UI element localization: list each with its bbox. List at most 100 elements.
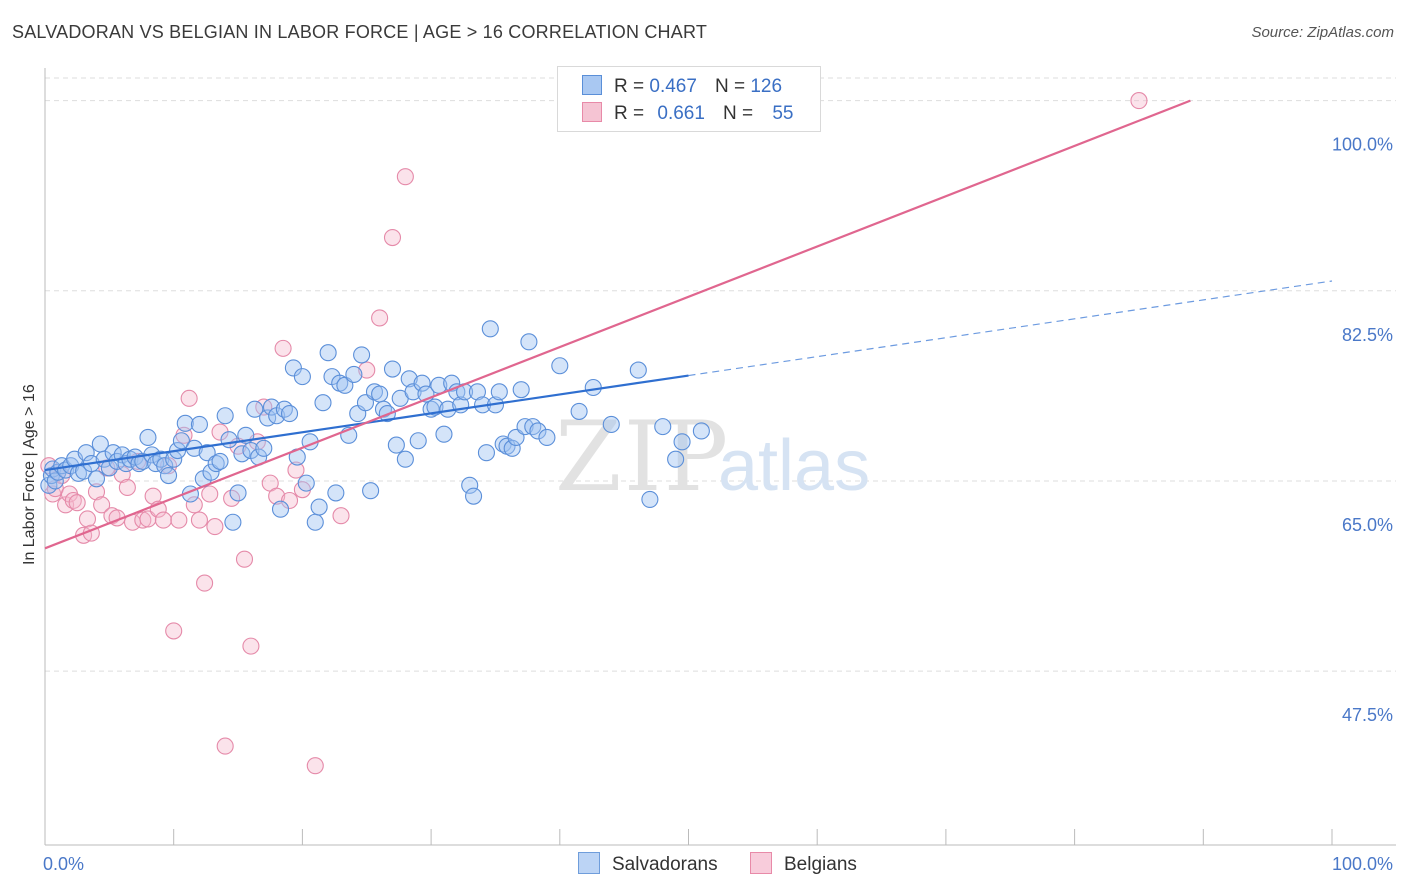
salvadoran-point [667,450,685,468]
legend-r-label: R = [614,76,645,97]
salvadoran-point [310,498,328,516]
salvadoran-point [233,445,251,463]
salvadoran-point [353,346,371,364]
salvadoran-point [692,422,710,440]
belgian-point [190,511,208,529]
salvadoran-point [306,513,324,531]
belgian-point [371,309,389,327]
salvadoran-point [654,418,672,436]
salvadoran-point [280,405,299,423]
belgians-swatch [582,102,602,122]
legend-n-label: N = [714,76,746,97]
salvadoran-point [426,398,444,416]
belgian-point [87,483,106,501]
salvadoran-point [362,482,380,500]
salvadoran-point [520,333,538,351]
belgian-point [93,496,111,514]
bottom-legend-belgians: Belgians [750,852,857,876]
salvadorans-points [40,320,710,531]
belgian-point [235,550,254,568]
chart-title: SALVADORAN VS BELGIAN IN LABOR FORCE | A… [12,22,708,42]
tick-labels: 47.5% 65.0% 82.5% 100.0% 0.0% 100.0% [43,135,1393,874]
legend-n-value: 55 [772,103,794,124]
y-tick-label: 82.5% [1342,325,1393,345]
belgian-point [332,507,350,525]
salvadoran-point [629,361,647,379]
belgian-point [144,487,162,505]
salvadoran-point [404,383,422,401]
salvadoran-point [160,466,178,485]
salvadoran-point [465,487,483,505]
belgian-point [154,511,172,529]
salvadoran-point [176,414,194,432]
salvadoran-point [396,450,414,468]
watermark-zip: ZIP [555,401,730,513]
trend-lines [44,99,1333,550]
salvadoran-point [538,428,556,447]
belgian-point [165,622,183,640]
salvadoran-point [211,452,229,470]
belgians-legend-label: Belgians [784,854,857,875]
watermark-atlas: atlas [718,426,870,506]
salvadoran-point [262,398,281,416]
belgian-point [216,737,234,755]
salvadoran-point [551,357,569,375]
legend-n-label: N = [722,103,754,124]
x-tick-label: 0.0% [43,854,84,874]
belgians-trend-line [44,99,1191,550]
salvadoran-point [477,444,495,462]
salvadoran-point [229,484,247,502]
salvadoran-point [409,432,427,450]
salvadoran-point [461,476,479,494]
belgians-legend-swatch [750,852,772,874]
y-axis-title: In Labor Force | Age > 16 [21,384,38,565]
salvadoran-point [400,370,418,388]
salvadoran-point [156,457,174,475]
belgian-point [1130,92,1148,110]
belgian-point [134,511,152,529]
y-tick-label: 65.0% [1342,515,1393,535]
salvadoran-point [297,474,315,492]
belgian-point [78,510,97,528]
salvadorans-swatch [582,75,602,95]
salvadoran-point [216,407,234,425]
legend-r-value: 0.467 [649,76,697,97]
salvadoran-point [570,402,588,420]
salvadoran-point [383,360,402,378]
salvadorans-trend-extension [688,280,1333,377]
salvadoran-point [641,490,659,508]
legend-n-value: 126 [750,76,783,97]
salvadoran-point [314,394,332,412]
belgian-point [280,491,299,510]
belgian-point [268,487,286,505]
belgian-point [242,637,260,655]
salvadoran-point [139,428,157,447]
y-tick-label: 100.0% [1332,135,1393,155]
belgian-point [185,496,203,514]
salvadoran-point [172,432,190,450]
belgian-point [118,478,136,497]
salvadorans-legend-label: Salvadorans [612,854,718,875]
salvadoran-point [255,439,273,457]
belgian-point [274,339,292,357]
salvadorans-legend-swatch [578,852,600,874]
salvadoran-point [224,513,242,531]
source-label: Source: ZipAtlas.com [1251,24,1394,41]
salvadoran-point [293,368,311,386]
salvadoran-point [284,359,302,377]
salvadoran-point [271,500,290,518]
belgian-point [206,518,224,536]
salvadoran-point [435,425,453,443]
belgian-point [180,389,198,407]
belgian-point [201,485,219,503]
belgian-point [358,361,376,379]
stats-legend: R = 0.467 N = 126 R = 0.661 N = 55 [557,66,821,132]
belgian-point [396,168,414,186]
x-tick-label: 100.0% [1332,854,1393,874]
salvadoran-point [512,381,530,399]
bottom-legend-salvadorans: Salvadorans [578,852,718,876]
watermark: ZIP atlas [555,401,870,513]
y-tick-label: 47.5% [1342,705,1393,725]
salvadoran-point [481,320,499,338]
